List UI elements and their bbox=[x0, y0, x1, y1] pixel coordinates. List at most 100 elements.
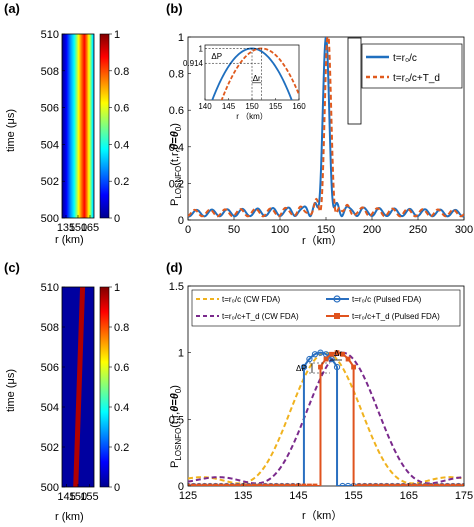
heatmap-a bbox=[62, 34, 94, 218]
b-y-ticks: 0 0.2 0.4 0.6 0.8 1 bbox=[169, 32, 191, 227]
d-marker-2 bbox=[317, 349, 324, 356]
a-xtick-label: 150 bbox=[69, 222, 87, 234]
a-xtick-label: 165 bbox=[81, 222, 99, 234]
d-marker-3 bbox=[362, 483, 368, 486]
c-xtick-label: 155 bbox=[80, 491, 98, 503]
d-y-label-p: P bbox=[169, 461, 181, 468]
b-ytick-label: 0.8 bbox=[169, 69, 184, 81]
a-cbtick-label: 0.8 bbox=[114, 66, 129, 78]
d-marker-3 bbox=[191, 483, 196, 486]
b-inset-series-1 bbox=[220, 47, 299, 100]
a-y-label: time (μs) bbox=[5, 109, 17, 152]
d-marker-3 bbox=[434, 483, 439, 486]
panel-b: (b) 0 0.2 0.4 0.6 0.8 1 0 50 100 150 200 250 300 r（… bbox=[166, 1, 473, 247]
panel-label-d: (d) bbox=[166, 260, 183, 275]
b-inset-dp-label: ΔP bbox=[211, 52, 222, 61]
b-inset-xtick-label: 150 bbox=[245, 102, 259, 111]
d-legend-label-2: t=r₀/c (Pulsed FDA) bbox=[352, 295, 422, 304]
d-legend-box bbox=[191, 289, 461, 327]
a-cbtick-label: 0.4 bbox=[114, 139, 129, 151]
d-marker-3 bbox=[417, 483, 423, 486]
d-marker-3 bbox=[378, 483, 384, 486]
b-inset-xtick-label: 140 bbox=[198, 102, 212, 111]
b-ytick-label: 0.4 bbox=[169, 142, 184, 154]
b-y-label: PLOSNFO(t,r,θ=θ0) bbox=[169, 123, 183, 206]
d-marker-3 bbox=[218, 483, 224, 486]
d-marker-3 bbox=[384, 483, 390, 486]
d-y-label: PLOSNFO(t,r,θ=θ0) bbox=[169, 385, 183, 468]
a-ytick-label: 506 bbox=[41, 103, 59, 115]
c-cbtick-label: 0.6 bbox=[114, 362, 129, 374]
d-marker-3 bbox=[422, 483, 428, 486]
d-marker-3 bbox=[367, 483, 373, 486]
d-marker-3 bbox=[450, 483, 456, 486]
d-marker-3 bbox=[290, 483, 296, 486]
d-x-ticks: 125 135 145 155 165 175 bbox=[179, 483, 473, 502]
d-marker-2 bbox=[333, 363, 341, 371]
a-ytick-label: 510 bbox=[41, 29, 59, 41]
a-ytick-label: 502 bbox=[41, 176, 59, 188]
d-marker-3 bbox=[428, 483, 434, 486]
d-series bbox=[188, 349, 464, 486]
b-y-label-theta: θ=θ bbox=[169, 131, 181, 150]
d-marker-3 bbox=[202, 483, 207, 486]
d-xtick-label: 125 bbox=[179, 490, 197, 502]
d-y-ticks: 0 0.5 1 1.5 bbox=[169, 281, 191, 493]
d-xtick-label: 135 bbox=[234, 490, 252, 502]
heatmap-c-band bbox=[73, 287, 86, 487]
d-marker-3 bbox=[229, 483, 235, 486]
d-marker-3 bbox=[213, 483, 218, 486]
b-legend-box bbox=[361, 43, 463, 89]
d-y-label-theta-sub: 0 bbox=[174, 388, 183, 393]
b-xtick-label: 150 bbox=[317, 224, 335, 236]
d-marker-3 bbox=[279, 483, 285, 486]
b-inset-xtick-label: 155 bbox=[269, 102, 283, 111]
panel-label-a: (a) bbox=[4, 1, 20, 16]
d-marker-3 bbox=[340, 351, 345, 357]
b-inset-ytick-label: 0.914 bbox=[183, 59, 204, 68]
d-marker-3 bbox=[224, 483, 230, 486]
d-y-label-theta: θ=θ bbox=[169, 393, 181, 412]
d-marker-3 bbox=[196, 483, 202, 486]
a-xtick-label: 135 bbox=[57, 222, 75, 234]
d-marker-3 bbox=[373, 483, 379, 486]
b-y-label-p: P bbox=[169, 199, 181, 206]
b-inset-xtick-label: 145 bbox=[222, 102, 236, 111]
c-ytick-label: 504 bbox=[41, 402, 59, 414]
d-dr-label: Δr bbox=[334, 349, 342, 358]
b-series bbox=[188, 37, 464, 218]
a-cbtick-label: 0 bbox=[114, 213, 120, 225]
d-xtick-label: 155 bbox=[344, 490, 362, 502]
d-marker-2 bbox=[311, 351, 319, 358]
b-y-label-end: ) bbox=[169, 123, 181, 127]
d-ytick-label: 0 bbox=[178, 481, 184, 493]
d-marker-3 bbox=[284, 483, 290, 486]
d-xtick-label: 145 bbox=[289, 490, 307, 502]
d-marker-2 bbox=[300, 363, 308, 371]
a-ytick-label: 504 bbox=[41, 139, 59, 151]
d-marker-3 bbox=[356, 483, 362, 486]
d-dp-label: ΔP bbox=[296, 364, 307, 373]
b-xtick-label: 50 bbox=[228, 224, 240, 236]
d-marker-3 bbox=[461, 483, 464, 486]
d-legend-marker-3 bbox=[334, 313, 340, 319]
c-cbtick-label: 0 bbox=[114, 482, 120, 494]
d-x-label: r（km） bbox=[302, 509, 342, 522]
b-x-ticks: 0 50 100 150 200 250 300 bbox=[185, 217, 473, 236]
d-marker-3 bbox=[251, 483, 257, 486]
d-marker-3 bbox=[235, 483, 241, 486]
c-ytick-label: 500 bbox=[41, 482, 59, 494]
c-ytick-label: 506 bbox=[41, 362, 59, 374]
d-y-label-sub: LOSNFO bbox=[174, 428, 183, 461]
b-xtick-label: 250 bbox=[409, 224, 427, 236]
d-ytick-label: 0.5 bbox=[169, 414, 184, 426]
b-inset: 140 145 150 155 160 0.914 1 ΔP Δr r （km） bbox=[183, 44, 306, 121]
c-cbtick-label: 0.8 bbox=[114, 322, 129, 334]
c-x-label: r (km) bbox=[55, 511, 84, 523]
b-ytick-label: 0.6 bbox=[169, 105, 184, 117]
b-xtick-label: 100 bbox=[271, 224, 289, 236]
c-ytick-label: 502 bbox=[41, 442, 59, 454]
c-ytick-label: 510 bbox=[41, 282, 59, 294]
